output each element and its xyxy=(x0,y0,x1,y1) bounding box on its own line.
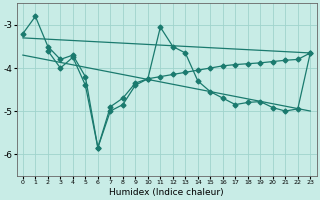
X-axis label: Humidex (Indice chaleur): Humidex (Indice chaleur) xyxy=(109,188,224,197)
